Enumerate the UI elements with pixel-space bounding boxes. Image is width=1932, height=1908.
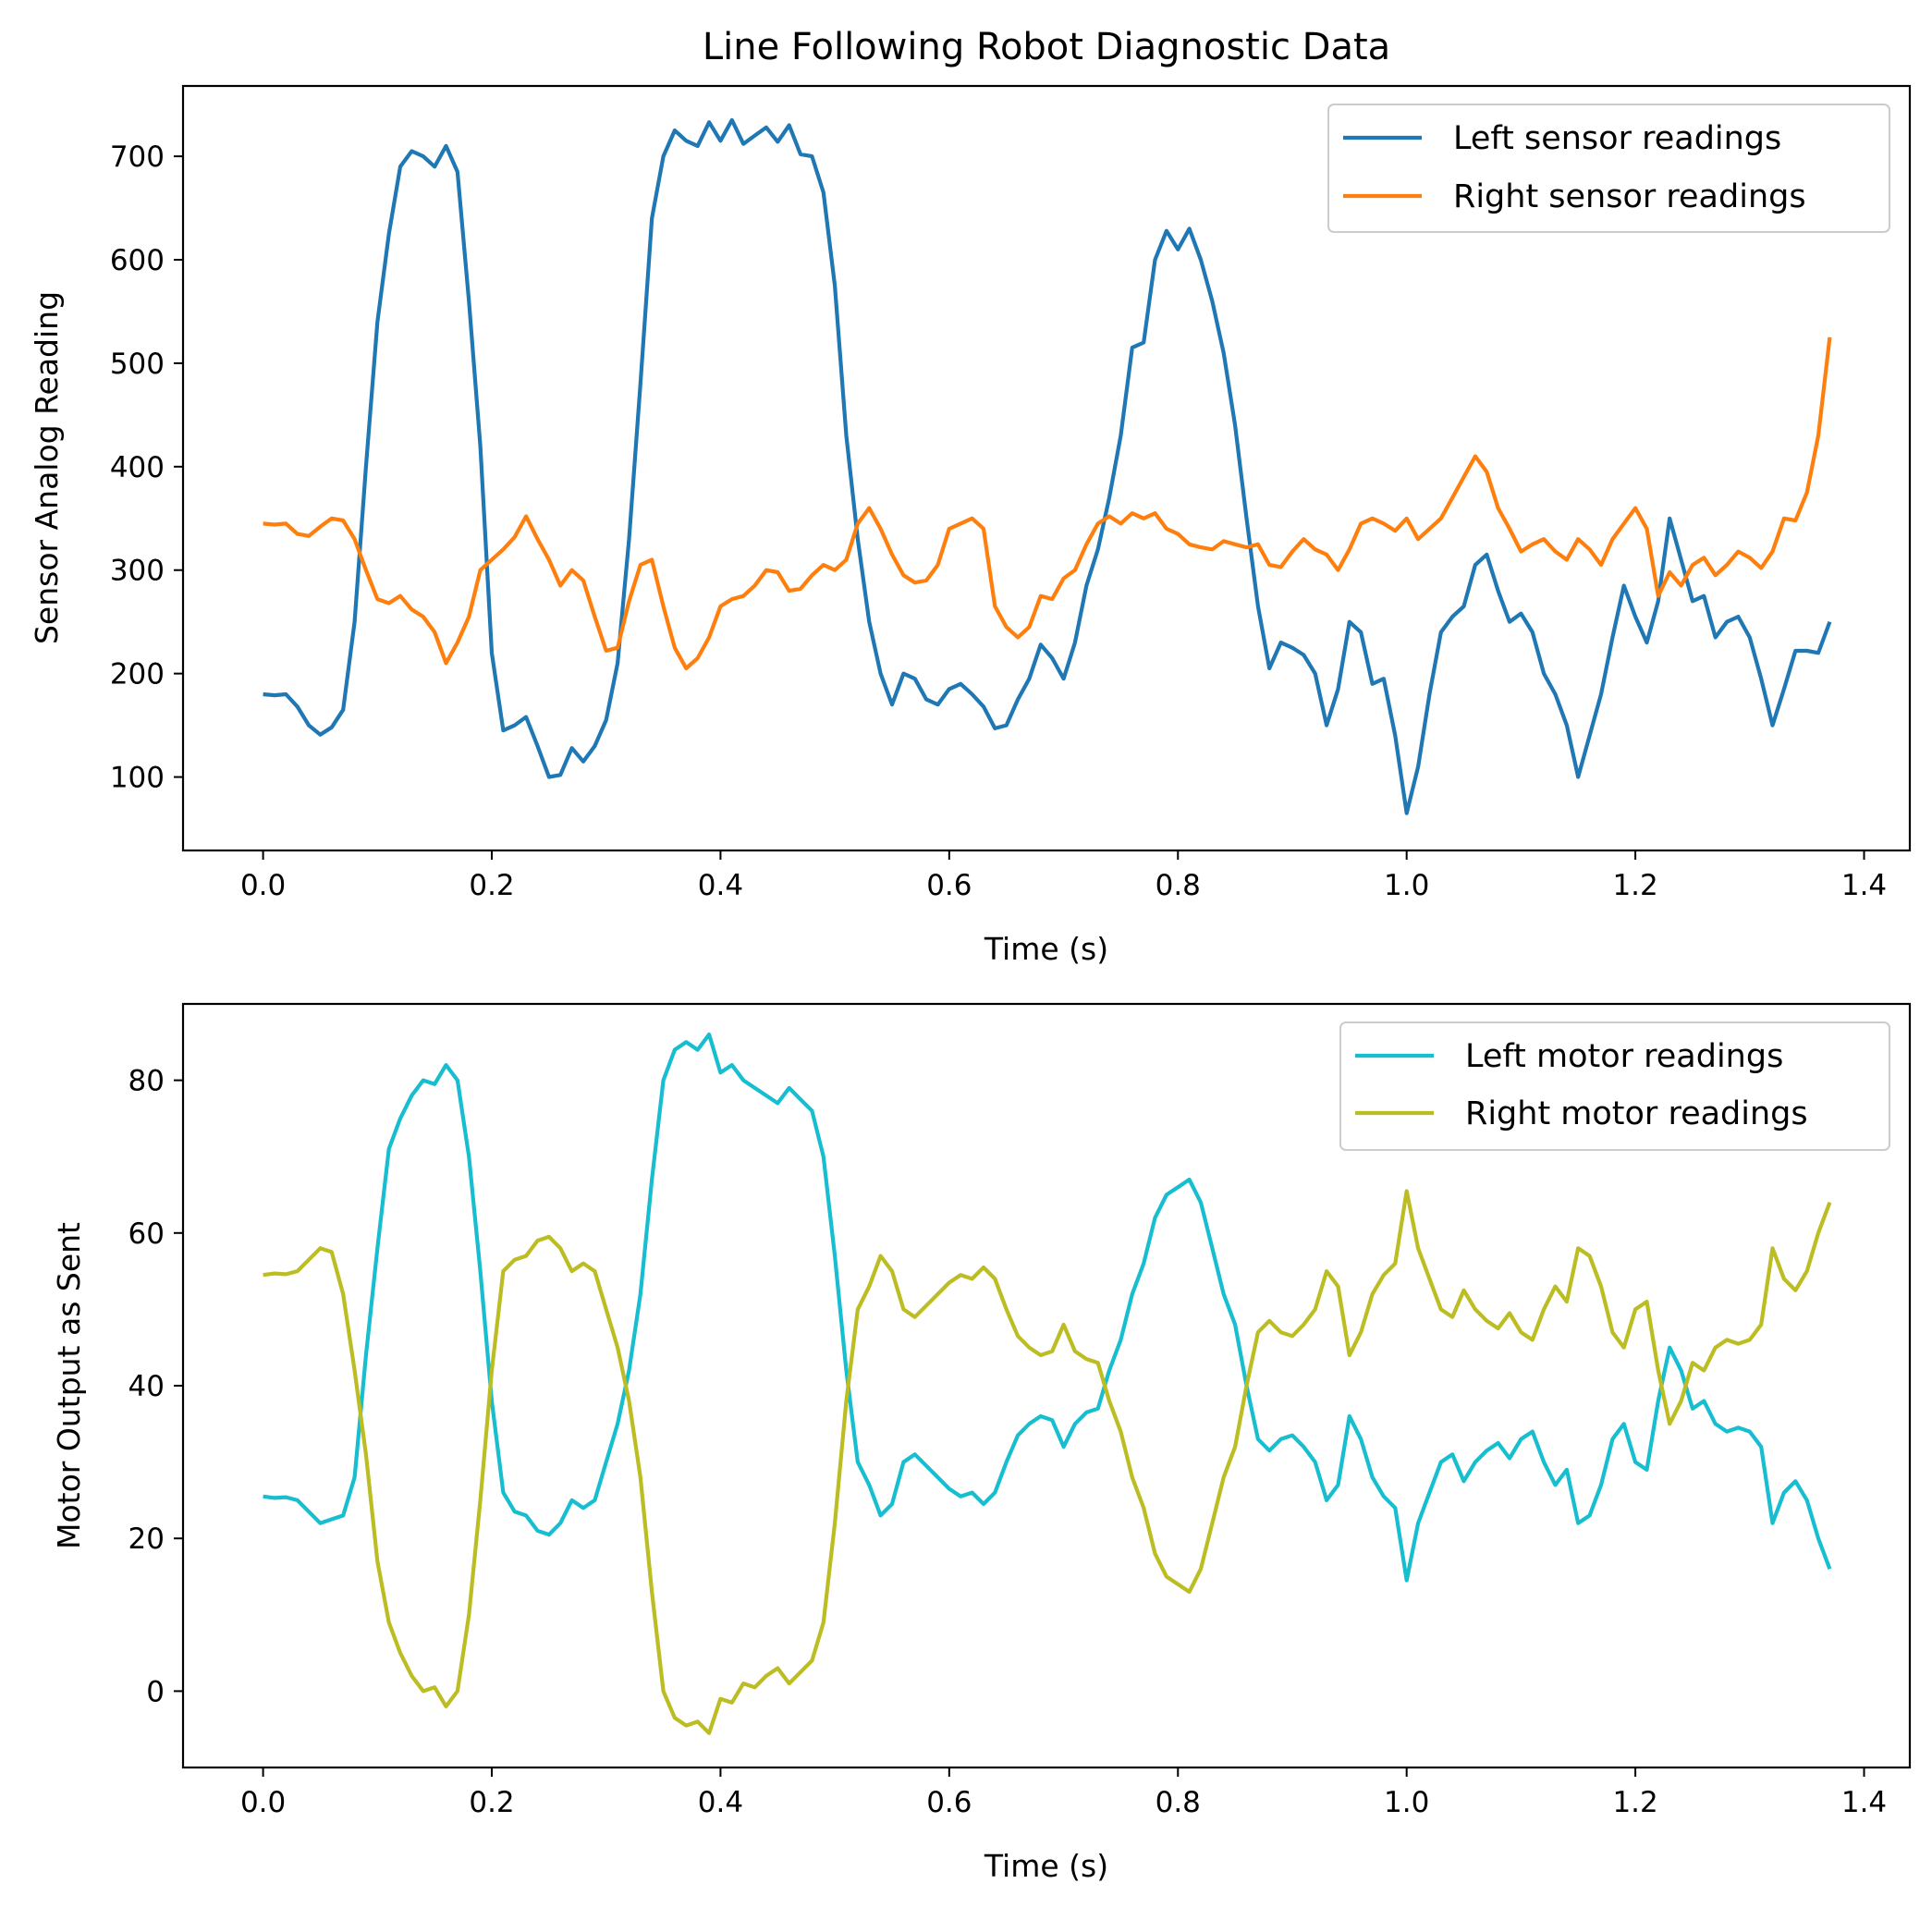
motor-legend-box — [1339, 1021, 1890, 1151]
series-line-right-motor — [263, 1189, 1832, 1735]
sensor-legend-box — [1327, 104, 1890, 233]
x-tick-label: 0.8 — [1156, 1786, 1201, 1819]
x-tick-label: 0.6 — [926, 869, 972, 902]
x-tick-label: 1.2 — [1612, 869, 1657, 902]
y-tick-label: 0 — [146, 1675, 165, 1708]
sensor-legend: Left sensor readings Right sensor readin… — [1327, 104, 1890, 233]
y-tick-label: 80 — [128, 1065, 165, 1098]
x-tick-label: 0.2 — [469, 869, 514, 902]
x-tick-label: 1.4 — [1841, 869, 1887, 902]
motor-y-ticks: 0 20 40 60 80 — [128, 1065, 183, 1708]
x-tick-label: 0.8 — [1156, 869, 1201, 902]
x-tick-label: 0.4 — [698, 869, 743, 902]
legend-label-left-sensor: Left sensor readings — [1453, 120, 1781, 157]
legend-label-right-sensor: Right sensor readings — [1453, 178, 1806, 215]
sensor-y-axis-label: Sensor Analog Reading — [29, 291, 65, 644]
x-tick-label: 0.0 — [240, 869, 286, 902]
x-tick-label: 0.0 — [240, 1786, 286, 1819]
y-tick-label: 400 — [110, 451, 165, 484]
x-tick-label: 1.0 — [1384, 1786, 1429, 1819]
motor-lines — [263, 1032, 1832, 1735]
legend-label-right-motor: Right motor readings — [1465, 1095, 1808, 1132]
y-tick-label: 20 — [128, 1523, 165, 1556]
y-tick-label: 40 — [128, 1370, 165, 1403]
x-tick-label: 0.6 — [926, 1786, 972, 1819]
sensor-lines — [263, 117, 1832, 815]
motor-legend: Left motor readings Right motor readings — [1339, 1021, 1890, 1151]
motor-x-ticks: 0.0 0.2 0.4 0.6 0.8 1.0 1.2 1.4 — [240, 1767, 1887, 1819]
y-tick-label: 700 — [110, 141, 165, 174]
series-line-left-motor — [263, 1032, 1832, 1583]
motor-panel: 0.0 0.2 0.4 0.6 0.8 1.0 1.2 1.4 0 20 40 60 80 Time … — [51, 1002, 1912, 1884]
motor-x-axis-label: Time (s) — [984, 1848, 1108, 1884]
x-tick-label: 1.4 — [1841, 1786, 1887, 1819]
y-tick-label: 100 — [110, 762, 165, 795]
y-tick-label: 500 — [110, 348, 165, 381]
x-tick-label: 1.0 — [1384, 869, 1429, 902]
sensor-x-axis-label: Time (s) — [984, 931, 1108, 967]
sensor-y-ticks: 100 200 300 400 500 600 700 — [110, 141, 183, 795]
y-tick-label: 300 — [110, 555, 165, 588]
x-tick-label: 0.4 — [698, 1786, 743, 1819]
motor-y-axis-label: Motor Output as Sent — [51, 1222, 87, 1549]
y-tick-label: 60 — [128, 1217, 165, 1251]
series-line-left-sensor — [263, 117, 1832, 815]
series-line-right-sensor — [263, 336, 1832, 671]
sensor-x-ticks: 0.0 0.2 0.4 0.6 0.8 1.0 1.2 1.4 — [240, 850, 1887, 902]
legend-label-left-motor: Left motor readings — [1465, 1038, 1783, 1075]
sensor-panel: 0.0 0.2 0.4 0.6 0.8 1.0 1.2 1.4 100 200 300 400 500… — [29, 84, 1912, 967]
x-tick-label: 0.2 — [469, 1786, 514, 1819]
x-tick-label: 1.2 — [1612, 1786, 1657, 1819]
chart-title: Line Following Robot Diagnostic Data — [703, 26, 1390, 68]
y-tick-label: 600 — [110, 244, 165, 277]
y-tick-label: 200 — [110, 658, 165, 691]
sensor-axes-frame — [181, 84, 1912, 852]
